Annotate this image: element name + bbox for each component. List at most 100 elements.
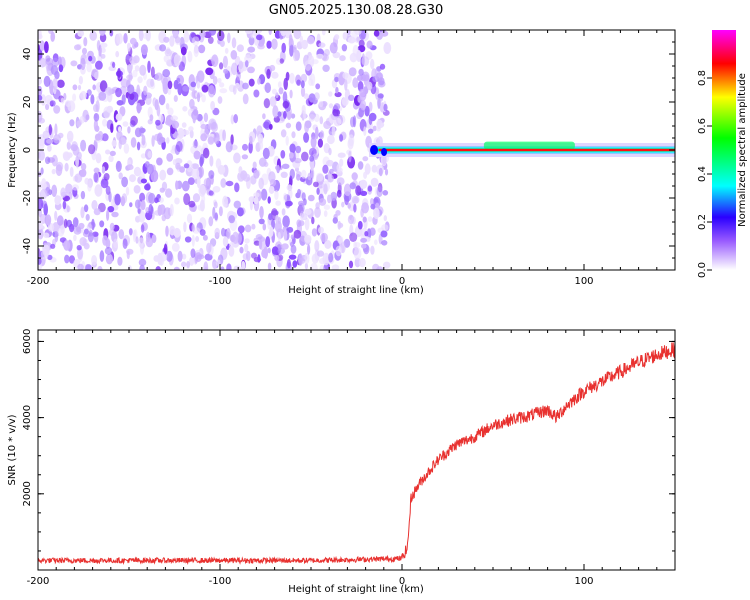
noise-blob — [149, 114, 154, 122]
noise-blob — [203, 128, 209, 139]
noise-blob — [101, 133, 109, 142]
noise-blob — [326, 159, 334, 167]
noise-blob — [329, 42, 338, 54]
noise-blob — [99, 42, 108, 48]
noise-blob — [159, 44, 167, 52]
noise-blob — [111, 211, 119, 218]
noise-blob — [38, 257, 42, 265]
noise-blob — [87, 179, 92, 192]
noise-blob — [323, 120, 331, 130]
noise-blob — [219, 82, 225, 88]
noise-blob — [370, 198, 374, 206]
noise-blob — [207, 36, 214, 44]
noise-blob — [179, 166, 186, 173]
noise-blob — [323, 210, 328, 218]
noise-blob — [222, 195, 229, 208]
noise-blob — [56, 79, 65, 89]
noise-blob — [97, 266, 103, 270]
noise-blob — [79, 116, 85, 124]
noise-blob — [292, 49, 298, 62]
noise-blob — [133, 185, 141, 194]
noise-blob — [169, 203, 174, 217]
noise-blob — [235, 82, 240, 89]
noise-blob — [129, 174, 136, 183]
noise-blob — [199, 30, 206, 38]
noise-blob — [80, 139, 87, 152]
noise-blob — [189, 256, 195, 266]
noise-blob — [381, 224, 389, 231]
noise-blob — [205, 67, 214, 76]
noise-blob — [129, 202, 133, 208]
noise-blob — [51, 184, 58, 197]
noise-blob — [351, 195, 360, 204]
noise-blob — [223, 68, 229, 74]
noise-blob — [94, 184, 103, 197]
noise-blob — [282, 100, 289, 109]
noise-blob — [286, 111, 292, 120]
noise-blob — [210, 100, 216, 111]
noise-blob — [257, 78, 261, 85]
noise-blob — [232, 85, 237, 95]
x-tick-label: -200 — [27, 276, 50, 287]
noise-blob — [77, 84, 82, 91]
noise-blob — [192, 193, 201, 203]
noise-blob — [93, 167, 100, 174]
noise-blob — [199, 229, 206, 236]
noise-blob — [218, 206, 223, 217]
noise-blob — [360, 190, 368, 196]
noise-blob — [42, 130, 50, 140]
noise-blob — [256, 34, 263, 41]
noise-blob — [370, 245, 375, 255]
noise-blob — [253, 169, 260, 179]
noise-blob — [121, 176, 128, 188]
noise-blob — [66, 152, 73, 159]
noise-blob — [309, 155, 315, 162]
noise-blob — [293, 30, 302, 40]
noise-blob — [374, 239, 378, 245]
noise-blob — [182, 106, 188, 112]
noise-blob — [122, 238, 128, 249]
noise-blob — [380, 154, 387, 167]
noise-blob — [327, 134, 335, 145]
noise-blob — [304, 120, 310, 133]
noise-blob — [320, 232, 328, 243]
noise-blob — [319, 116, 324, 125]
noise-blob — [102, 118, 108, 127]
noise-blob — [217, 96, 223, 104]
noise-blob — [64, 254, 70, 264]
noise-blob — [198, 184, 206, 197]
noise-blob — [166, 167, 174, 176]
noise-blob — [173, 54, 181, 67]
noise-blob — [269, 178, 277, 187]
noise-blob — [349, 182, 356, 190]
colorbar-ticks: 0.0 0.2 0.4 0.6 0.8 — [697, 70, 712, 278]
noise-blob — [49, 100, 56, 107]
snr-series-line — [38, 342, 675, 566]
noise-blob — [119, 106, 126, 117]
noise-blob — [83, 228, 89, 235]
noise-blob — [337, 114, 346, 125]
noise-blob — [309, 110, 316, 120]
noise-blob — [385, 43, 390, 51]
noise-blob — [38, 139, 45, 150]
noise-blob — [289, 143, 296, 154]
noise-blob — [370, 177, 379, 187]
noise-blob — [357, 220, 363, 230]
noise-blob — [53, 105, 61, 114]
noise-blob — [238, 60, 244, 70]
noise-blob — [285, 122, 292, 129]
noise-blob — [314, 113, 320, 123]
noise-blob — [127, 126, 131, 134]
noise-blob — [162, 77, 169, 90]
noise-blob — [248, 196, 255, 203]
noise-blob — [177, 83, 183, 96]
noise-blob — [378, 167, 383, 177]
noise-blob — [247, 66, 255, 74]
noise-blob — [114, 193, 121, 206]
noise-blob — [300, 210, 305, 221]
noise-blob — [266, 40, 272, 49]
noise-blob — [190, 81, 197, 88]
noise-blob — [262, 223, 267, 231]
noise-blob — [348, 94, 355, 102]
noise-blob — [242, 143, 248, 151]
